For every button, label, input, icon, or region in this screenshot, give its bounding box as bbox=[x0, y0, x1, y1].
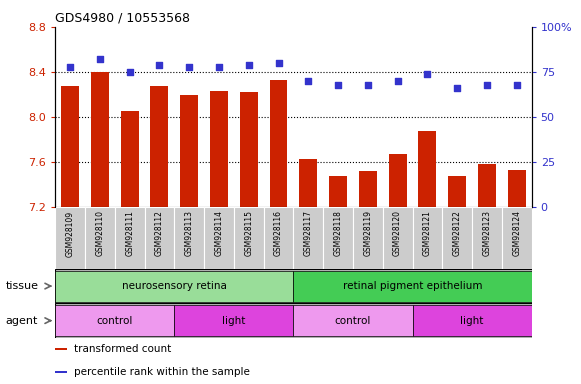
Text: GSM928120: GSM928120 bbox=[393, 210, 402, 257]
Bar bbox=[389, 154, 407, 207]
Point bbox=[363, 81, 372, 88]
Point bbox=[393, 78, 402, 84]
Bar bbox=[61, 86, 79, 207]
Point bbox=[66, 63, 75, 70]
Bar bbox=[234, 207, 264, 269]
Bar bbox=[174, 207, 204, 269]
Point bbox=[423, 71, 432, 77]
Text: GSM928110: GSM928110 bbox=[95, 210, 105, 257]
Bar bbox=[359, 171, 376, 207]
Text: agent: agent bbox=[6, 316, 38, 326]
Bar bbox=[299, 159, 317, 207]
Bar bbox=[413, 305, 532, 336]
Text: control: control bbox=[335, 316, 371, 326]
Point bbox=[512, 81, 521, 88]
Text: GSM928123: GSM928123 bbox=[482, 210, 492, 257]
Bar bbox=[204, 207, 234, 269]
Text: GDS4980 / 10553568: GDS4980 / 10553568 bbox=[55, 11, 190, 24]
Text: GSM928116: GSM928116 bbox=[274, 210, 283, 257]
Text: percentile rank within the sample: percentile rank within the sample bbox=[74, 367, 250, 377]
Text: GSM928114: GSM928114 bbox=[214, 210, 224, 257]
Bar bbox=[293, 271, 532, 302]
Bar bbox=[478, 164, 496, 207]
Text: GSM928115: GSM928115 bbox=[244, 210, 253, 257]
Point bbox=[244, 62, 253, 68]
Point bbox=[214, 63, 224, 70]
Point bbox=[185, 63, 194, 70]
Text: transformed count: transformed count bbox=[74, 344, 171, 354]
Bar bbox=[329, 176, 347, 207]
Text: GSM928112: GSM928112 bbox=[155, 210, 164, 256]
Bar bbox=[472, 207, 502, 269]
Bar bbox=[174, 305, 293, 336]
Text: GSM928124: GSM928124 bbox=[512, 210, 521, 257]
Bar bbox=[150, 86, 168, 207]
Point bbox=[333, 81, 343, 88]
Text: light: light bbox=[222, 316, 246, 326]
Bar bbox=[55, 207, 85, 269]
Text: neurosensory retina: neurosensory retina bbox=[122, 281, 227, 291]
Point bbox=[274, 60, 283, 66]
Bar bbox=[270, 80, 288, 207]
Bar bbox=[293, 305, 413, 336]
Point bbox=[125, 69, 134, 75]
Bar bbox=[55, 348, 67, 350]
Point bbox=[95, 56, 105, 63]
Bar bbox=[240, 92, 258, 207]
Bar bbox=[293, 207, 323, 269]
Bar bbox=[85, 207, 115, 269]
Bar bbox=[55, 371, 67, 373]
Bar bbox=[413, 207, 442, 269]
Bar bbox=[323, 207, 353, 269]
Point bbox=[304, 78, 313, 84]
Point bbox=[453, 85, 462, 91]
Bar bbox=[353, 207, 383, 269]
Bar bbox=[210, 91, 228, 207]
Bar bbox=[383, 207, 413, 269]
Bar bbox=[55, 305, 174, 336]
Text: GSM928111: GSM928111 bbox=[125, 210, 134, 256]
Text: GSM928118: GSM928118 bbox=[333, 210, 343, 256]
Text: retinal pigment epithelium: retinal pigment epithelium bbox=[343, 281, 482, 291]
Text: GSM928117: GSM928117 bbox=[304, 210, 313, 257]
Text: control: control bbox=[96, 316, 133, 326]
Text: GSM928119: GSM928119 bbox=[363, 210, 372, 257]
Bar bbox=[121, 111, 139, 207]
Bar bbox=[55, 271, 293, 302]
Bar bbox=[91, 72, 109, 207]
Text: GSM928122: GSM928122 bbox=[453, 210, 462, 256]
Point bbox=[155, 62, 164, 68]
Text: tissue: tissue bbox=[6, 281, 39, 291]
Bar bbox=[442, 207, 472, 269]
Bar bbox=[264, 207, 293, 269]
Bar bbox=[418, 131, 436, 207]
Point bbox=[482, 81, 492, 88]
Bar bbox=[508, 170, 526, 207]
Bar bbox=[145, 207, 174, 269]
Text: GSM928109: GSM928109 bbox=[66, 210, 74, 257]
Bar bbox=[115, 207, 145, 269]
Bar bbox=[502, 207, 532, 269]
Text: GSM928121: GSM928121 bbox=[423, 210, 432, 256]
Text: light: light bbox=[460, 316, 484, 326]
Bar bbox=[180, 94, 198, 207]
Text: GSM928113: GSM928113 bbox=[185, 210, 193, 257]
Bar bbox=[449, 176, 466, 207]
